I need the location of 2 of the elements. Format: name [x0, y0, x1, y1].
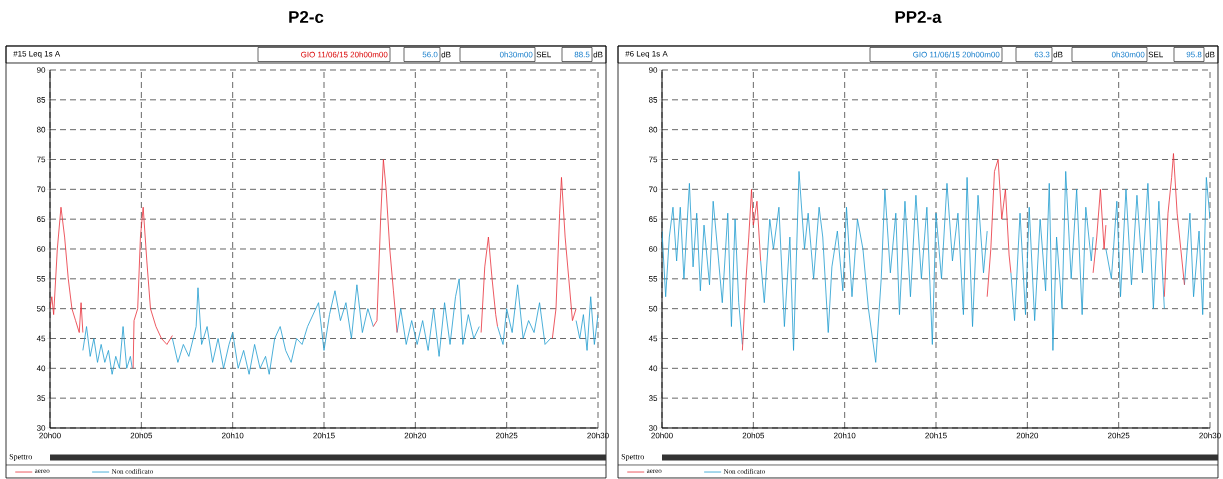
chart-title: PP2-a	[895, 10, 942, 23]
chart-title: P2-c	[289, 10, 324, 23]
